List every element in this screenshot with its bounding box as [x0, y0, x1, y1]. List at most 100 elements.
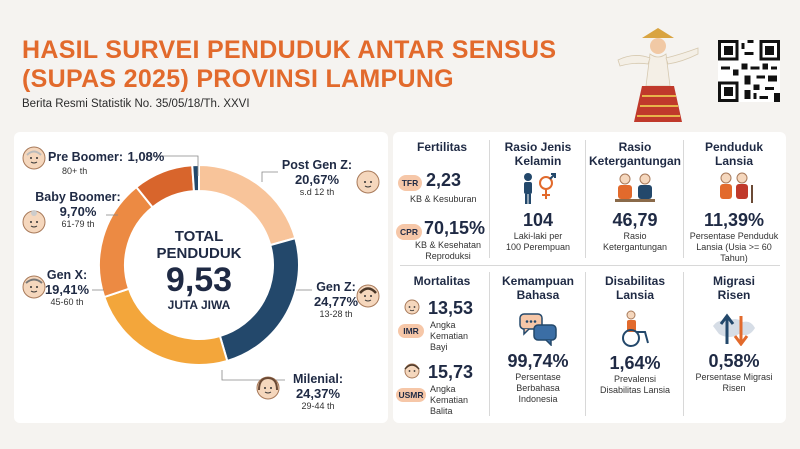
card-value: 99,74%	[507, 351, 569, 371]
gen-label: Milenial:	[292, 372, 343, 386]
mortalitas-card: Mortalitas	[398, 274, 486, 288]
qr-code-icon[interactable]	[718, 40, 780, 102]
card-desc-1: Laki-laki per	[513, 231, 563, 241]
gen-pre-boomer: Pre Boomer: 1,08% 80+ th	[48, 148, 164, 176]
tfr-value: 2,23	[426, 170, 462, 190]
stats-panel	[393, 132, 786, 423]
gen-label: Post Gen Z:	[281, 158, 353, 172]
imr-desc-1: Angka	[430, 320, 456, 330]
card-title: Mortalitas	[413, 274, 471, 288]
gen-pct: 24,77%	[313, 294, 359, 309]
card-desc-2: 100 Perempuan	[505, 242, 571, 252]
card-value: 46,79	[612, 210, 658, 230]
migration-arrows-icon	[713, 313, 755, 347]
divider	[585, 272, 586, 416]
card-title-1: Kemampuan	[501, 274, 575, 288]
gen-range: 80+ th	[62, 166, 88, 176]
gen-post-z: Post Gen Z: 20,67% s.d 12 th	[278, 158, 356, 197]
imr-desc-2: Kematian	[430, 331, 469, 341]
rasio-jenis-kelamin-card: Rasio Jenis Kelamin 104 Laki-laki per 10…	[492, 140, 584, 253]
gen-pct: 9,70%	[59, 204, 97, 219]
toddler-icon	[404, 363, 420, 379]
usmr-desc: Angka Kematian Balita	[430, 384, 468, 417]
woman-face-icon	[256, 376, 280, 400]
title-line-2: (SUPAS 2025) PROVINSI LAMPUNG	[22, 65, 454, 93]
gen-z: Gen Z: 24,77% 13-28 th	[312, 280, 360, 319]
cpr-desc: KB & Kesehatan Reproduksi	[408, 240, 488, 262]
card-title: Fertilitas	[416, 140, 467, 154]
card-value: 11,39%	[703, 210, 765, 230]
child-face-icon	[356, 170, 380, 194]
card-title-2: Ketergantungan	[588, 154, 681, 168]
card-title-1: Migrasi	[712, 274, 755, 288]
card-desc-1: Persentase Migrasi	[695, 372, 773, 382]
card-desc-1: Persentase	[515, 372, 561, 382]
card-desc-1: Rasio	[623, 231, 647, 241]
chat-bubbles-icon	[519, 313, 557, 347]
card-desc-2: Disabilitas Lansia	[599, 385, 671, 395]
card-title-2: Risen	[717, 288, 751, 302]
rasio-ketergantungan-card: Rasio Ketergantungan 46,79 Rasio Keterga…	[588, 140, 682, 253]
card-value: 0,58%	[708, 351, 760, 371]
usmr-value: 15,73	[428, 362, 474, 382]
card-title-1: Penduduk	[704, 140, 763, 154]
migrasi-risen-card: Migrasi Risen 0,58% Persentase Migrasi R…	[686, 274, 782, 394]
tfr-badge: TFR	[398, 175, 422, 191]
card-title-2: Bahasa	[516, 288, 560, 302]
youth-face-icon	[356, 284, 380, 308]
card-title-2: Lansia	[615, 288, 654, 302]
gen-range: s.d 12 th	[299, 187, 335, 197]
dancer-illustration	[617, 28, 699, 122]
gen-range: 61-79 th	[61, 219, 95, 229]
cpr-value: 70,15%	[424, 218, 486, 238]
total-value: 9,53	[165, 261, 233, 299]
generation-donut-chart	[98, 163, 300, 366]
imr-desc: Angka Kematian Bayi	[430, 320, 468, 353]
gender-icon	[524, 173, 556, 204]
grandma-face-icon	[22, 210, 46, 234]
elder-face-icon	[22, 146, 46, 170]
card-desc-3: Tahun)	[720, 253, 748, 263]
gen-x: Gen X: 19,41% 45-60 th	[40, 268, 94, 307]
divider	[489, 272, 490, 416]
gen-label: Baby Boomer:	[35, 190, 121, 204]
man-face-icon	[22, 275, 46, 299]
total-label-1: TOTAL	[174, 228, 224, 245]
elderly-couple-icon	[720, 172, 753, 203]
card-desc-2: Lansia (Usia >= 60	[696, 242, 772, 252]
fertilitas-card: Fertilitas	[398, 140, 486, 154]
imr-badge: IMR	[398, 324, 424, 338]
gen-range: 45-60 th	[50, 297, 84, 307]
divider	[489, 140, 490, 258]
cpr-desc-1: KB & Kesehatan	[414, 240, 482, 250]
imr-desc-3: Bayi	[430, 342, 448, 352]
page-subtitle: Berita Resmi Statistik No. 35/05/18/Th. …	[22, 98, 250, 110]
card-desc-3: Indonesia	[518, 394, 558, 404]
card-value: 1,64%	[609, 353, 661, 373]
usmr-desc-3: Balita	[430, 406, 453, 416]
gen-label: Pre Boomer:	[48, 150, 124, 164]
cpr-badge: CPR	[396, 224, 422, 240]
wheelchair-icon	[622, 310, 649, 347]
page-title: HASIL SURVEI PENDUDUK ANTAR SENSUS (SUPA…	[22, 36, 622, 94]
card-desc-2: Berbahasa	[516, 383, 560, 393]
gen-pct: 19,41%	[44, 282, 90, 297]
divider	[683, 140, 684, 258]
gen-label: Gen X:	[46, 268, 88, 282]
gen-milenial: Milenial: 24,37% 29-44 th	[282, 372, 354, 411]
usmr-badge: USMR	[396, 388, 426, 402]
usmr-desc-2: Kematian	[430, 395, 469, 405]
cpr-desc-2: Reproduksi	[425, 251, 471, 261]
card-desc-2: Risen	[722, 383, 746, 393]
card-title-2: Kelamin	[514, 154, 562, 168]
gen-baby-boomer: Baby Boomer: 9,70% 61-79 th	[26, 190, 130, 229]
card-desc-1: Persentase Penduduk	[689, 231, 779, 241]
total-label-2: PENDUDUK	[156, 245, 242, 262]
card-desc-1: Prevalensi	[613, 374, 657, 384]
gen-pct: 20,67%	[294, 172, 340, 187]
gen-range: 29-44 th	[301, 401, 335, 411]
total-population: TOTAL PENDUDUK 9,53 JUTA JIWA	[146, 228, 252, 312]
donut-slice-pre-boomer	[191, 163, 200, 193]
disabilitas-lansia-card: Disabilitas Lansia 1,64% Prevalensi Disa…	[588, 274, 682, 396]
gen-label: Gen Z:	[316, 280, 356, 294]
